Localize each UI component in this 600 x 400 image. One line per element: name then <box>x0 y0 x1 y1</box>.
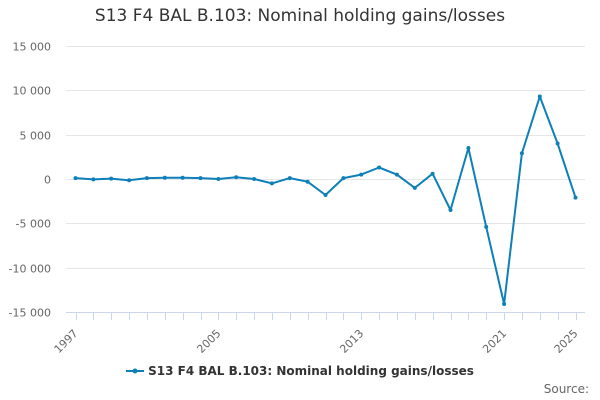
y-tick-label: -15 000 <box>9 307 51 320</box>
x-tick-label: 2021 <box>480 327 509 356</box>
x-tick-label: 1997 <box>52 327 81 356</box>
y-tick-label: 15 000 <box>13 41 52 54</box>
data-point <box>305 179 310 184</box>
legend[interactable]: S13 F4 BAL B.103: Nominal holding gains/… <box>0 364 600 378</box>
data-point <box>144 176 149 181</box>
series-line <box>75 95 577 305</box>
data-point <box>252 177 257 181</box>
y-tick-label: -5 000 <box>16 218 51 231</box>
data-point <box>519 151 524 156</box>
data-point <box>448 208 453 212</box>
chart-title: S13 F4 BAL B.103: Nominal holding gains/… <box>94 6 506 26</box>
data-point <box>341 176 346 181</box>
y-tick-label: 5 000 <box>20 130 52 143</box>
data-point <box>323 193 328 197</box>
data-point <box>91 177 96 182</box>
data-point <box>359 172 364 177</box>
y-tick-label: -10 000 <box>9 263 51 276</box>
data-point <box>234 175 239 180</box>
x-tick-label: 2005 <box>194 327 223 356</box>
legend-line-marker-icon <box>126 368 145 374</box>
data-point <box>216 177 221 181</box>
data-point <box>180 175 185 180</box>
data-point <box>573 195 578 200</box>
data-point <box>412 185 417 190</box>
data-point <box>466 146 471 150</box>
y-tick-label: 10 000 <box>13 85 52 98</box>
data-point <box>555 141 560 146</box>
data-point <box>537 94 542 99</box>
source-label: Source: <box>543 382 589 396</box>
data-point <box>377 165 382 170</box>
data-point <box>394 172 399 177</box>
data-point <box>502 302 507 306</box>
y-tick-label: 0 <box>44 174 51 187</box>
data-point <box>269 181 274 186</box>
x-tick-label: 2025 <box>552 327 581 356</box>
data-point <box>484 224 489 229</box>
legend-label: S13 F4 BAL B.103: Nominal holding gains/… <box>148 364 474 378</box>
data-point <box>430 171 435 176</box>
data-point <box>287 176 292 181</box>
data-point <box>198 176 203 181</box>
x-tick-label: 2013 <box>337 327 366 356</box>
data-point <box>73 176 78 181</box>
data-point <box>162 175 167 180</box>
data-point <box>127 178 132 183</box>
data-point <box>109 176 114 181</box>
